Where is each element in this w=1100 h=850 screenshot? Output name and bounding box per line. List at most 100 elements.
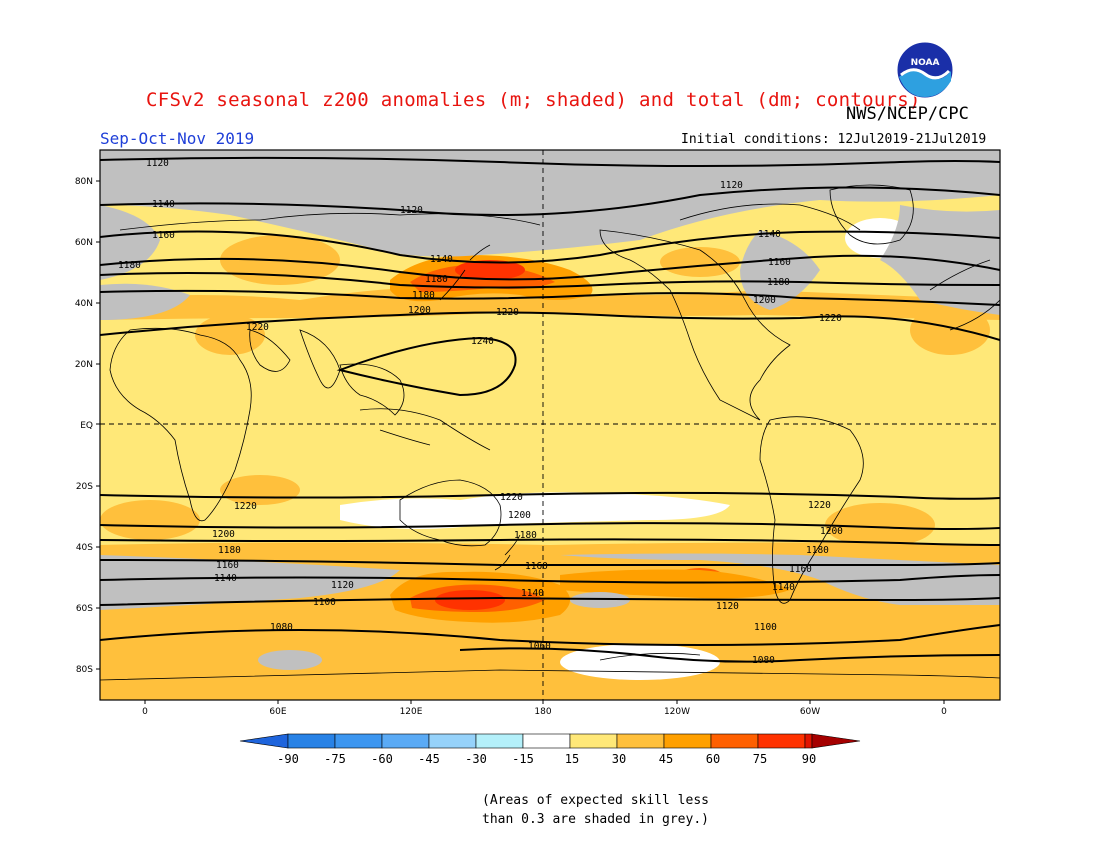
anomaly-shading — [100, 150, 1000, 700]
height-contours — [100, 156, 1000, 663]
contour-label: 1160 — [768, 257, 791, 268]
colorbar-label: -15 — [512, 752, 534, 766]
colorbar-box — [616, 733, 665, 749]
lat-label: 40S — [76, 543, 93, 553]
contour-label: 1180 — [425, 274, 448, 285]
contour-label: 1060 — [528, 641, 551, 652]
lat-label: 80N — [75, 177, 93, 187]
contour-label: 1120 — [716, 601, 739, 612]
contour-label: 1100 — [754, 622, 777, 633]
contour-label: 1220 — [496, 307, 519, 318]
contour-label: 1240 — [471, 336, 494, 347]
colorbar-label: 15 — [565, 752, 579, 766]
colorbar-right-arrow — [811, 733, 861, 749]
contour-label: 1220 — [808, 500, 831, 511]
agency-label: NWS/NCEP/CPC — [846, 104, 969, 124]
contour-label: 1120 — [146, 158, 169, 169]
colorbar-box — [475, 733, 524, 749]
lon-label: 0 — [142, 707, 148, 717]
colorbar-box — [428, 733, 477, 749]
colorbar-label: 90 — [802, 752, 816, 766]
lat-label: EQ — [80, 421, 93, 431]
colorbar-label: 30 — [612, 752, 626, 766]
lon-label: 120W — [664, 707, 690, 717]
contour-label: 1200 — [212, 529, 235, 540]
map-frame — [99, 149, 1001, 701]
colorbar-box — [663, 733, 712, 749]
contour-label: 1180 — [514, 530, 537, 541]
contour-label: 1100 — [313, 597, 336, 608]
contour-label: 1140 — [758, 229, 781, 240]
colorbar-labels: -90 -75 -60 -45 -30 -15 15 30 45 60 75 9… — [277, 752, 816, 766]
colorbar-box — [569, 733, 618, 749]
contour-label: 1180 — [767, 277, 790, 288]
contour-label: 1180 — [218, 545, 241, 556]
contour-labels: 1120 1120 1120 1140 1140 1140 1160 1160 … — [118, 158, 843, 666]
initial-conditions: Initial conditions: 12Jul2019-21Jul2019 — [681, 132, 987, 147]
colorbar-box — [804, 733, 813, 749]
colorbar-box — [522, 733, 571, 749]
contour-label: 1220 — [819, 313, 842, 324]
noaa-logo-text: NOAA — [911, 58, 940, 68]
latitude-ticks — [96, 180, 945, 704]
lon-label: 180 — [534, 707, 551, 717]
lon-label: 0 — [941, 707, 947, 717]
colorbar-label: -75 — [324, 752, 346, 766]
lat-label: 40N — [75, 299, 93, 309]
colorbar-label: -90 — [277, 752, 299, 766]
colorbar-label: 45 — [659, 752, 673, 766]
contour-label: 1180 — [118, 260, 141, 271]
contour-label: 1200 — [408, 305, 431, 316]
colorbar-box — [710, 733, 759, 749]
colorbar — [239, 733, 861, 749]
lat-label: 60S — [76, 604, 93, 614]
colorbar-label: 60 — [706, 752, 720, 766]
lon-label: 60W — [800, 707, 820, 717]
contour-label: 1200 — [753, 295, 776, 306]
forecast-period: Sep-Oct-Nov 2019 — [100, 129, 255, 148]
latitude-axis: 80N 60N 40N 20N EQ 20S 40S 60S 80S — [75, 177, 93, 675]
contour-label: 1220 — [500, 492, 523, 503]
contour-label: 1080 — [752, 655, 775, 666]
contour-label: 1140 — [430, 254, 453, 265]
contour-label: 1140 — [772, 582, 795, 593]
colorbar-label: -30 — [465, 752, 487, 766]
contour-label: 1140 — [521, 588, 544, 599]
contour-label: 1160 — [525, 561, 548, 572]
contour-label: 1200 — [508, 510, 531, 521]
skill-footnote-line1: (Areas of expected skill less — [482, 793, 709, 808]
chart-title: CFSv2 seasonal z200 anomalies (m; shaded… — [146, 89, 921, 111]
contour-label: 1120 — [331, 580, 354, 591]
longitude-axis: 0 60E 120E 180 120W 60W 0 — [142, 707, 947, 717]
noaa-logo: NOAA — [896, 41, 954, 99]
contour-label: 1220 — [246, 322, 269, 333]
contour-label: 1160 — [152, 230, 175, 241]
contour-label: 1220 — [234, 501, 257, 512]
lat-label: 60N — [75, 238, 93, 248]
contour-label: 1140 — [214, 573, 237, 584]
contour-label: 1080 — [270, 622, 293, 633]
colorbar-label: -60 — [371, 752, 393, 766]
contour-label: 1160 — [216, 560, 239, 571]
lat-label: 80S — [76, 665, 93, 675]
lon-label: 120E — [400, 707, 423, 717]
contour-label: 1180 — [806, 545, 829, 556]
lat-label: 20S — [76, 482, 93, 492]
contour-label: 1180 — [412, 290, 435, 301]
colorbar-box — [287, 733, 336, 749]
lat-label: 20N — [75, 360, 93, 370]
colorbar-label: 75 — [753, 752, 767, 766]
colorbar-box — [381, 733, 430, 749]
colorbar-left-arrow — [239, 733, 289, 749]
colorbar-label: -45 — [418, 752, 440, 766]
contour-label: 1120 — [400, 205, 423, 216]
contour-label: 1200 — [820, 526, 843, 537]
skill-footnote-line2: than 0.3 are shaded in grey.) — [482, 812, 709, 827]
colorbar-box — [757, 733, 806, 749]
contour-label: 1120 — [720, 180, 743, 191]
contour-label: 1140 — [152, 199, 175, 210]
contour-label: 1160 — [789, 564, 812, 575]
colorbar-box — [334, 733, 383, 749]
lon-label: 60E — [269, 707, 286, 717]
